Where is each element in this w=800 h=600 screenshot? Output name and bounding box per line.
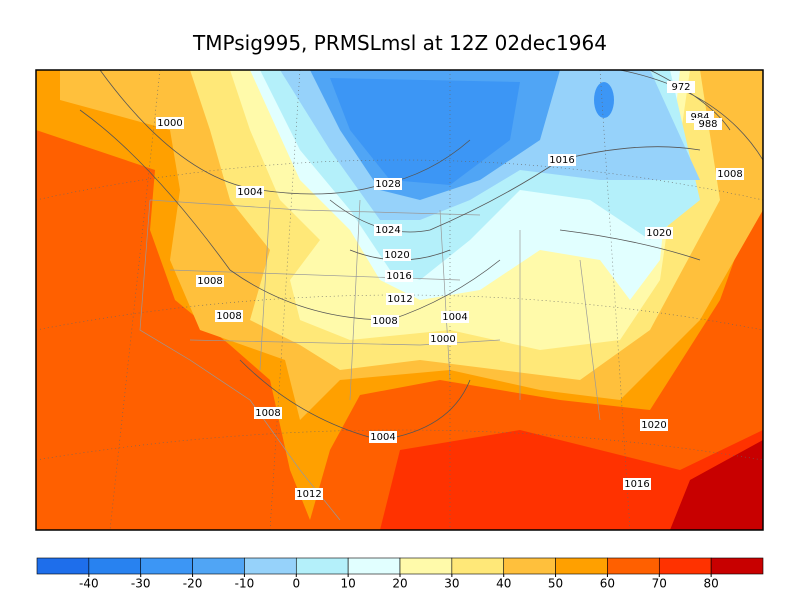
label-background xyxy=(667,81,695,93)
color-bin xyxy=(192,557,245,575)
map-title: TMPsig995, PRMSLmsl at 12Z 02dec1964 xyxy=(192,31,607,55)
isobar-label: 1004 xyxy=(237,187,262,198)
isobar-label: 1024 xyxy=(375,225,400,236)
temp-field xyxy=(594,82,614,118)
label-background xyxy=(694,118,722,130)
color-bin xyxy=(399,557,453,575)
isobar-label: 1016 xyxy=(624,479,649,490)
isobar-label: 1008 xyxy=(372,316,397,327)
isobar-label: 1004 xyxy=(370,432,395,443)
color-bin xyxy=(555,557,608,575)
isobar-label: 988 xyxy=(698,119,717,130)
colorbar-tick-label: 70 xyxy=(652,577,667,591)
color-bin xyxy=(244,557,297,575)
label-background xyxy=(429,333,457,345)
colorbar-tick-label: -20 xyxy=(183,577,203,591)
colorbar-tick-label: 40 xyxy=(496,577,511,591)
label-background xyxy=(383,249,411,261)
label-background xyxy=(548,154,576,166)
label-background xyxy=(640,419,668,431)
isobar-label: 1000 xyxy=(157,118,182,129)
isobar-label: 1020 xyxy=(641,420,666,431)
label-background xyxy=(386,293,414,305)
label-background xyxy=(623,478,651,490)
isobar-label: 1012 xyxy=(387,294,412,305)
isobar-label: 1008 xyxy=(216,311,241,322)
temp-field xyxy=(330,78,520,185)
label-background xyxy=(385,270,413,282)
temp-field xyxy=(670,440,763,530)
label-background xyxy=(441,311,469,323)
label-background xyxy=(196,275,224,287)
isobar-label: 1028 xyxy=(375,179,400,190)
label-background xyxy=(369,431,397,443)
color-bin xyxy=(658,557,712,575)
colorbar-tick-label: 50 xyxy=(548,577,563,591)
colorbar-tick-label: 30 xyxy=(444,577,459,591)
isobar-label: 1016 xyxy=(386,271,411,282)
isobar-label: 1008 xyxy=(717,169,742,180)
color-bin xyxy=(347,557,401,575)
map-frame xyxy=(35,69,764,531)
label-background xyxy=(215,310,243,322)
colorbar-tick-label: 80 xyxy=(704,577,719,591)
label-background xyxy=(295,488,323,500)
isobar-label: 1004 xyxy=(442,312,467,323)
colorbar-tick-label: -10 xyxy=(235,577,255,591)
label-background xyxy=(374,224,402,236)
color-bin xyxy=(451,557,505,575)
color-bin xyxy=(503,557,556,575)
colorbar-tick-label: -40 xyxy=(79,577,99,591)
color-bin xyxy=(710,557,764,575)
isobar-label: 1008 xyxy=(197,276,222,287)
state-borders xyxy=(139,199,601,521)
color-bin xyxy=(140,557,193,575)
colorbar-tick-label: 10 xyxy=(341,577,356,591)
color-bin xyxy=(88,557,142,575)
colorbar-tick-label: 0 xyxy=(292,577,300,591)
colorbar: -40 -30 -20 -10 0 10 20 30 40 50 60 70 80 xyxy=(36,557,764,591)
isobar-label: 1016 xyxy=(549,155,574,166)
isobar-label: 984 xyxy=(690,112,709,123)
label-background xyxy=(236,186,264,198)
label-background xyxy=(156,117,184,129)
label-background xyxy=(374,178,402,190)
temp-field xyxy=(380,430,763,530)
isobar-labels: 1000 1004 1028 1024 1020 1016 1012 1008 1004 1000… xyxy=(156,81,744,500)
isobar-label: 1000 xyxy=(430,334,455,345)
isobar-label: 1008 xyxy=(255,408,280,419)
colorbar-tick-label: -30 xyxy=(131,577,151,591)
isobar-label: 1020 xyxy=(384,250,409,261)
color-bin xyxy=(607,557,660,575)
label-background xyxy=(371,315,399,327)
label-background xyxy=(716,168,744,180)
isobar-label: 1020 xyxy=(646,228,671,239)
label-background xyxy=(645,227,673,239)
color-bin xyxy=(36,557,90,575)
label-background xyxy=(254,407,282,419)
isobar-label: 972 xyxy=(671,82,690,93)
color-bin xyxy=(295,557,349,575)
colorbar-tick-label: 20 xyxy=(392,577,407,591)
colorbar-tick-label: 60 xyxy=(600,577,615,591)
isobar-label: 1012 xyxy=(296,489,321,500)
map xyxy=(36,70,763,530)
